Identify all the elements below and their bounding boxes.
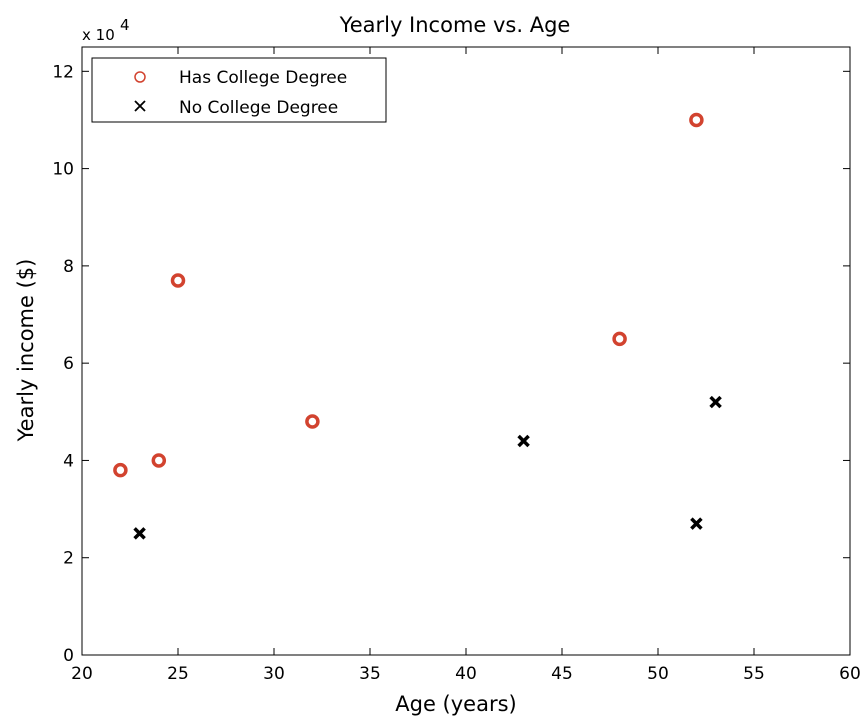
x-tick-label: 20 xyxy=(71,664,93,684)
legend-label-no-degree: No College Degree xyxy=(179,98,338,118)
x-axis: 20 25 30 35 40 45 50 55 60 xyxy=(71,47,861,684)
data-point-no-degree xyxy=(133,527,146,540)
y-tick-label: 4 xyxy=(63,451,74,471)
y-tick-label: 2 xyxy=(63,549,74,569)
legend: Has College Degree No College Degree xyxy=(91,57,387,123)
y-multiplier: x 10 4 xyxy=(82,16,130,44)
legend-item-no-degree: No College Degree xyxy=(134,98,338,118)
legend-item-has-degree: Has College Degree xyxy=(134,68,347,88)
y-axis: 0 2 4 6 8 10 12 xyxy=(52,62,850,666)
x-tick-label: 55 xyxy=(743,664,765,684)
y-axis-label: Yearly income ($) xyxy=(14,259,38,443)
x-tick-label: 40 xyxy=(455,664,477,684)
y-multiplier-exponent: 4 xyxy=(120,16,130,34)
legend-box xyxy=(91,57,387,123)
x-tick-label: 50 xyxy=(647,664,669,684)
data-point-no-degree xyxy=(690,517,703,530)
x-tick-label: 30 xyxy=(263,664,285,684)
chart-title: Yearly Income vs. Age xyxy=(339,13,571,37)
data-point-has-degree xyxy=(612,331,627,347)
data-point-no-degree xyxy=(517,434,530,448)
data-point-has-degree xyxy=(113,462,128,478)
data-point-has-degree xyxy=(305,414,320,429)
data-point-has-degree xyxy=(151,453,167,468)
x-tick-label: 35 xyxy=(359,664,381,684)
plot-area-frame xyxy=(81,46,851,656)
y-tick-label: 10 xyxy=(52,160,74,180)
legend-circle-icon xyxy=(134,71,146,83)
x-tick-label: 45 xyxy=(551,664,573,684)
x-axis-label: Age (years) xyxy=(395,692,516,716)
legend-x-icon xyxy=(134,100,146,112)
data-point-has-degree xyxy=(689,112,704,128)
data-point-has-degree xyxy=(170,273,186,288)
y-multiplier-base: x 10 xyxy=(82,26,115,44)
data-point-no-degree xyxy=(709,395,722,409)
y-tick-label: 12 xyxy=(52,62,74,82)
x-tick-label: 60 xyxy=(839,664,861,684)
y-tick-label: 8 xyxy=(63,257,74,277)
y-tick-label: 0 xyxy=(63,646,74,666)
x-tick-label: 25 xyxy=(167,664,189,684)
y-tick-label: 6 xyxy=(63,354,74,374)
data-points xyxy=(113,112,722,540)
legend-label-has-degree: Has College Degree xyxy=(179,68,347,88)
